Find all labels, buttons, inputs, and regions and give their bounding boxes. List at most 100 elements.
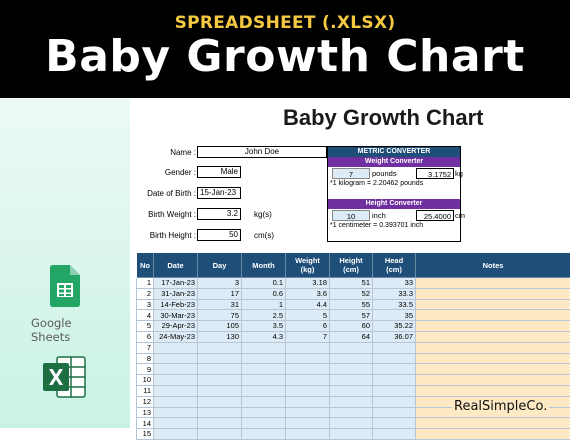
height-cell[interactable]: 55 (330, 299, 373, 310)
weight-cell[interactable]: 5 (286, 310, 330, 321)
weight-cell[interactable] (286, 342, 330, 353)
head-cell[interactable] (373, 418, 416, 429)
month-cell[interactable] (242, 342, 286, 353)
date-cell[interactable] (154, 418, 198, 429)
date-cell[interactable] (154, 342, 198, 353)
weight-input[interactable]: 7 (332, 168, 370, 179)
day-cell[interactable] (198, 375, 242, 386)
notes-cell[interactable] (416, 278, 570, 289)
day-cell[interactable]: 105 (198, 321, 242, 332)
date-cell[interactable]: 31-Jan-23 (154, 288, 198, 299)
day-cell[interactable]: 130 (198, 331, 242, 342)
height-input[interactable]: 10 (332, 210, 370, 221)
weight-cell[interactable] (286, 418, 330, 429)
date-cell[interactable] (154, 364, 198, 375)
weight-cell[interactable] (286, 375, 330, 386)
notes-cell[interactable] (416, 375, 570, 386)
date-cell[interactable] (154, 429, 198, 440)
day-cell[interactable] (198, 429, 242, 440)
weight-cell[interactable]: 4.4 (286, 299, 330, 310)
day-cell[interactable] (198, 364, 242, 375)
no-cell[interactable]: 9 (137, 364, 154, 375)
day-cell[interactable] (198, 396, 242, 407)
date-cell[interactable]: 14-Feb-23 (154, 299, 198, 310)
head-cell[interactable]: 35.22 (373, 321, 416, 332)
month-cell[interactable]: 2.5 (242, 310, 286, 321)
notes-cell[interactable] (416, 353, 570, 364)
weight-cell[interactable]: 3.18 (286, 278, 330, 289)
weight-cell[interactable] (286, 407, 330, 418)
day-cell[interactable]: 3 (198, 278, 242, 289)
no-cell[interactable]: 3 (137, 299, 154, 310)
no-cell[interactable]: 8 (137, 353, 154, 364)
head-cell[interactable]: 33 (373, 278, 416, 289)
height-cell[interactable] (330, 375, 373, 386)
date-cell[interactable] (154, 407, 198, 418)
head-cell[interactable] (373, 364, 416, 375)
month-cell[interactable]: 0.1 (242, 278, 286, 289)
head-cell[interactable] (373, 385, 416, 396)
head-cell[interactable] (373, 342, 416, 353)
no-cell[interactable]: 13 (137, 407, 154, 418)
dob-field[interactable]: 15-Jan-23 (197, 187, 241, 199)
day-cell[interactable]: 17 (198, 288, 242, 299)
height-cell[interactable] (330, 353, 373, 364)
month-cell[interactable] (242, 429, 286, 440)
day-cell[interactable] (198, 385, 242, 396)
birth-weight-field[interactable]: 3.2 (197, 208, 241, 220)
date-cell[interactable]: 24-May-23 (154, 331, 198, 342)
date-cell[interactable] (154, 396, 198, 407)
notes-cell[interactable] (416, 331, 570, 342)
month-cell[interactable] (242, 364, 286, 375)
day-cell[interactable] (198, 353, 242, 364)
weight-cell[interactable] (286, 429, 330, 440)
month-cell[interactable] (242, 407, 286, 418)
height-cell[interactable]: 64 (330, 331, 373, 342)
head-cell[interactable] (373, 396, 416, 407)
height-cell[interactable]: 60 (330, 321, 373, 332)
no-cell[interactable]: 4 (137, 310, 154, 321)
height-cell[interactable]: 57 (330, 310, 373, 321)
month-cell[interactable] (242, 385, 286, 396)
notes-cell[interactable] (416, 342, 570, 353)
month-cell[interactable]: 0.6 (242, 288, 286, 299)
head-cell[interactable] (373, 407, 416, 418)
notes-cell[interactable] (416, 288, 570, 299)
head-cell[interactable]: 33.5 (373, 299, 416, 310)
month-cell[interactable]: 4.3 (242, 331, 286, 342)
notes-cell[interactable] (416, 418, 570, 429)
name-field[interactable]: John Doe (197, 146, 327, 158)
notes-cell[interactable] (416, 299, 570, 310)
no-cell[interactable]: 12 (137, 396, 154, 407)
month-cell[interactable] (242, 396, 286, 407)
month-cell[interactable] (242, 353, 286, 364)
head-cell[interactable]: 33.3 (373, 288, 416, 299)
no-cell[interactable]: 2 (137, 288, 154, 299)
head-cell[interactable] (373, 353, 416, 364)
day-cell[interactable]: 75 (198, 310, 242, 321)
date-cell[interactable]: 29-Apr-23 (154, 321, 198, 332)
day-cell[interactable] (198, 407, 242, 418)
no-cell[interactable]: 10 (137, 375, 154, 386)
date-cell[interactable] (154, 385, 198, 396)
day-cell[interactable] (198, 342, 242, 353)
notes-cell[interactable] (416, 429, 570, 440)
gender-field[interactable]: Male (197, 166, 241, 178)
notes-cell[interactable] (416, 364, 570, 375)
weight-cell[interactable] (286, 364, 330, 375)
notes-cell[interactable] (416, 310, 570, 321)
no-cell[interactable]: 5 (137, 321, 154, 332)
height-cell[interactable] (330, 429, 373, 440)
no-cell[interactable]: 15 (137, 429, 154, 440)
no-cell[interactable]: 1 (137, 278, 154, 289)
weight-cell[interactable]: 3.6 (286, 288, 330, 299)
weight-cell[interactable] (286, 396, 330, 407)
weight-cell[interactable] (286, 385, 330, 396)
weight-cell[interactable]: 7 (286, 331, 330, 342)
head-cell[interactable] (373, 375, 416, 386)
weight-cell[interactable]: 6 (286, 321, 330, 332)
date-cell[interactable] (154, 375, 198, 386)
birth-height-field[interactable]: 50 (197, 229, 241, 241)
height-cell[interactable] (330, 418, 373, 429)
height-cell[interactable] (330, 396, 373, 407)
